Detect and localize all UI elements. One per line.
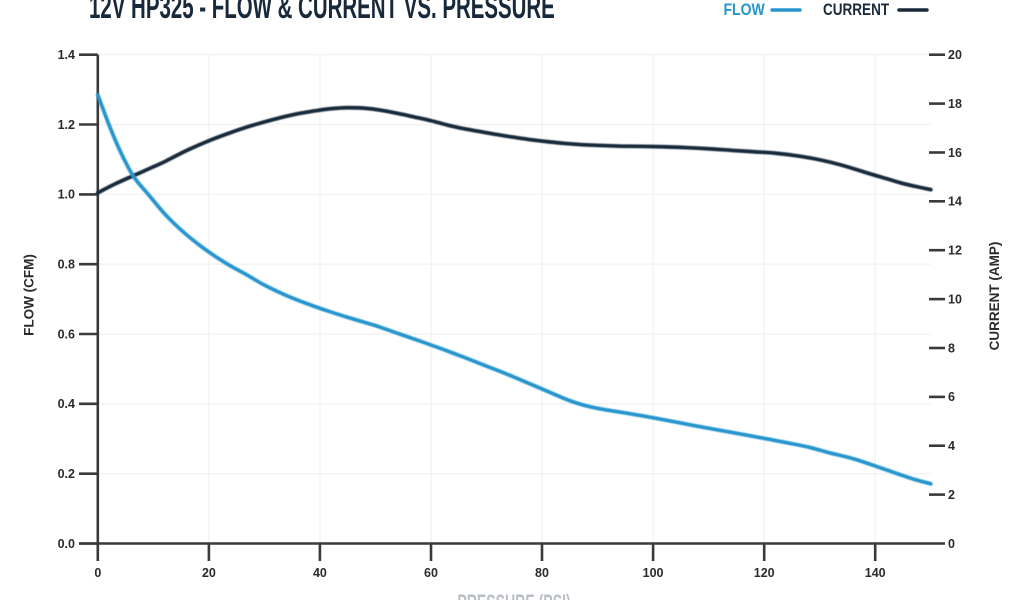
svg-text:10: 10 [948,292,962,306]
svg-text:12: 12 [948,244,962,258]
svg-text:12V HP325 - FLOW & CURRENT VS.: 12V HP325 - FLOW & CURRENT VS. PRESSURE [89,0,555,25]
svg-text:1.4: 1.4 [58,48,75,62]
svg-text:2: 2 [948,488,955,502]
svg-text:4: 4 [948,439,955,453]
svg-text:60: 60 [424,566,438,580]
svg-text:0.8: 0.8 [58,258,75,272]
svg-text:6: 6 [948,390,955,404]
svg-text:1.0: 1.0 [58,188,75,202]
svg-text:1.2: 1.2 [58,118,75,132]
svg-text:0: 0 [948,537,955,551]
svg-text:0.2: 0.2 [58,467,75,481]
svg-text:FLOW (CFM): FLOW (CFM) [22,254,37,336]
svg-text:18: 18 [948,97,962,111]
svg-text:CURRENT: CURRENT [823,1,890,20]
svg-text:0: 0 [94,566,101,580]
svg-text:16: 16 [948,146,962,160]
svg-text:0.0: 0.0 [58,537,75,551]
svg-text:PRESSURE (PSI): PRESSURE (PSI) [457,590,570,600]
svg-text:40: 40 [313,566,327,580]
svg-text:8: 8 [948,341,955,355]
svg-text:140: 140 [865,566,886,580]
svg-text:20: 20 [948,48,962,62]
svg-text:14: 14 [948,195,962,209]
svg-text:120: 120 [754,566,775,580]
svg-text:20: 20 [202,566,216,580]
svg-text:CURRENT (AMP): CURRENT (AMP) [987,242,1002,351]
svg-text:0.6: 0.6 [58,327,75,341]
svg-text:0.4: 0.4 [58,397,75,411]
svg-text:80: 80 [535,566,549,580]
svg-text:100: 100 [643,566,664,580]
svg-text:FLOW: FLOW [724,1,766,19]
